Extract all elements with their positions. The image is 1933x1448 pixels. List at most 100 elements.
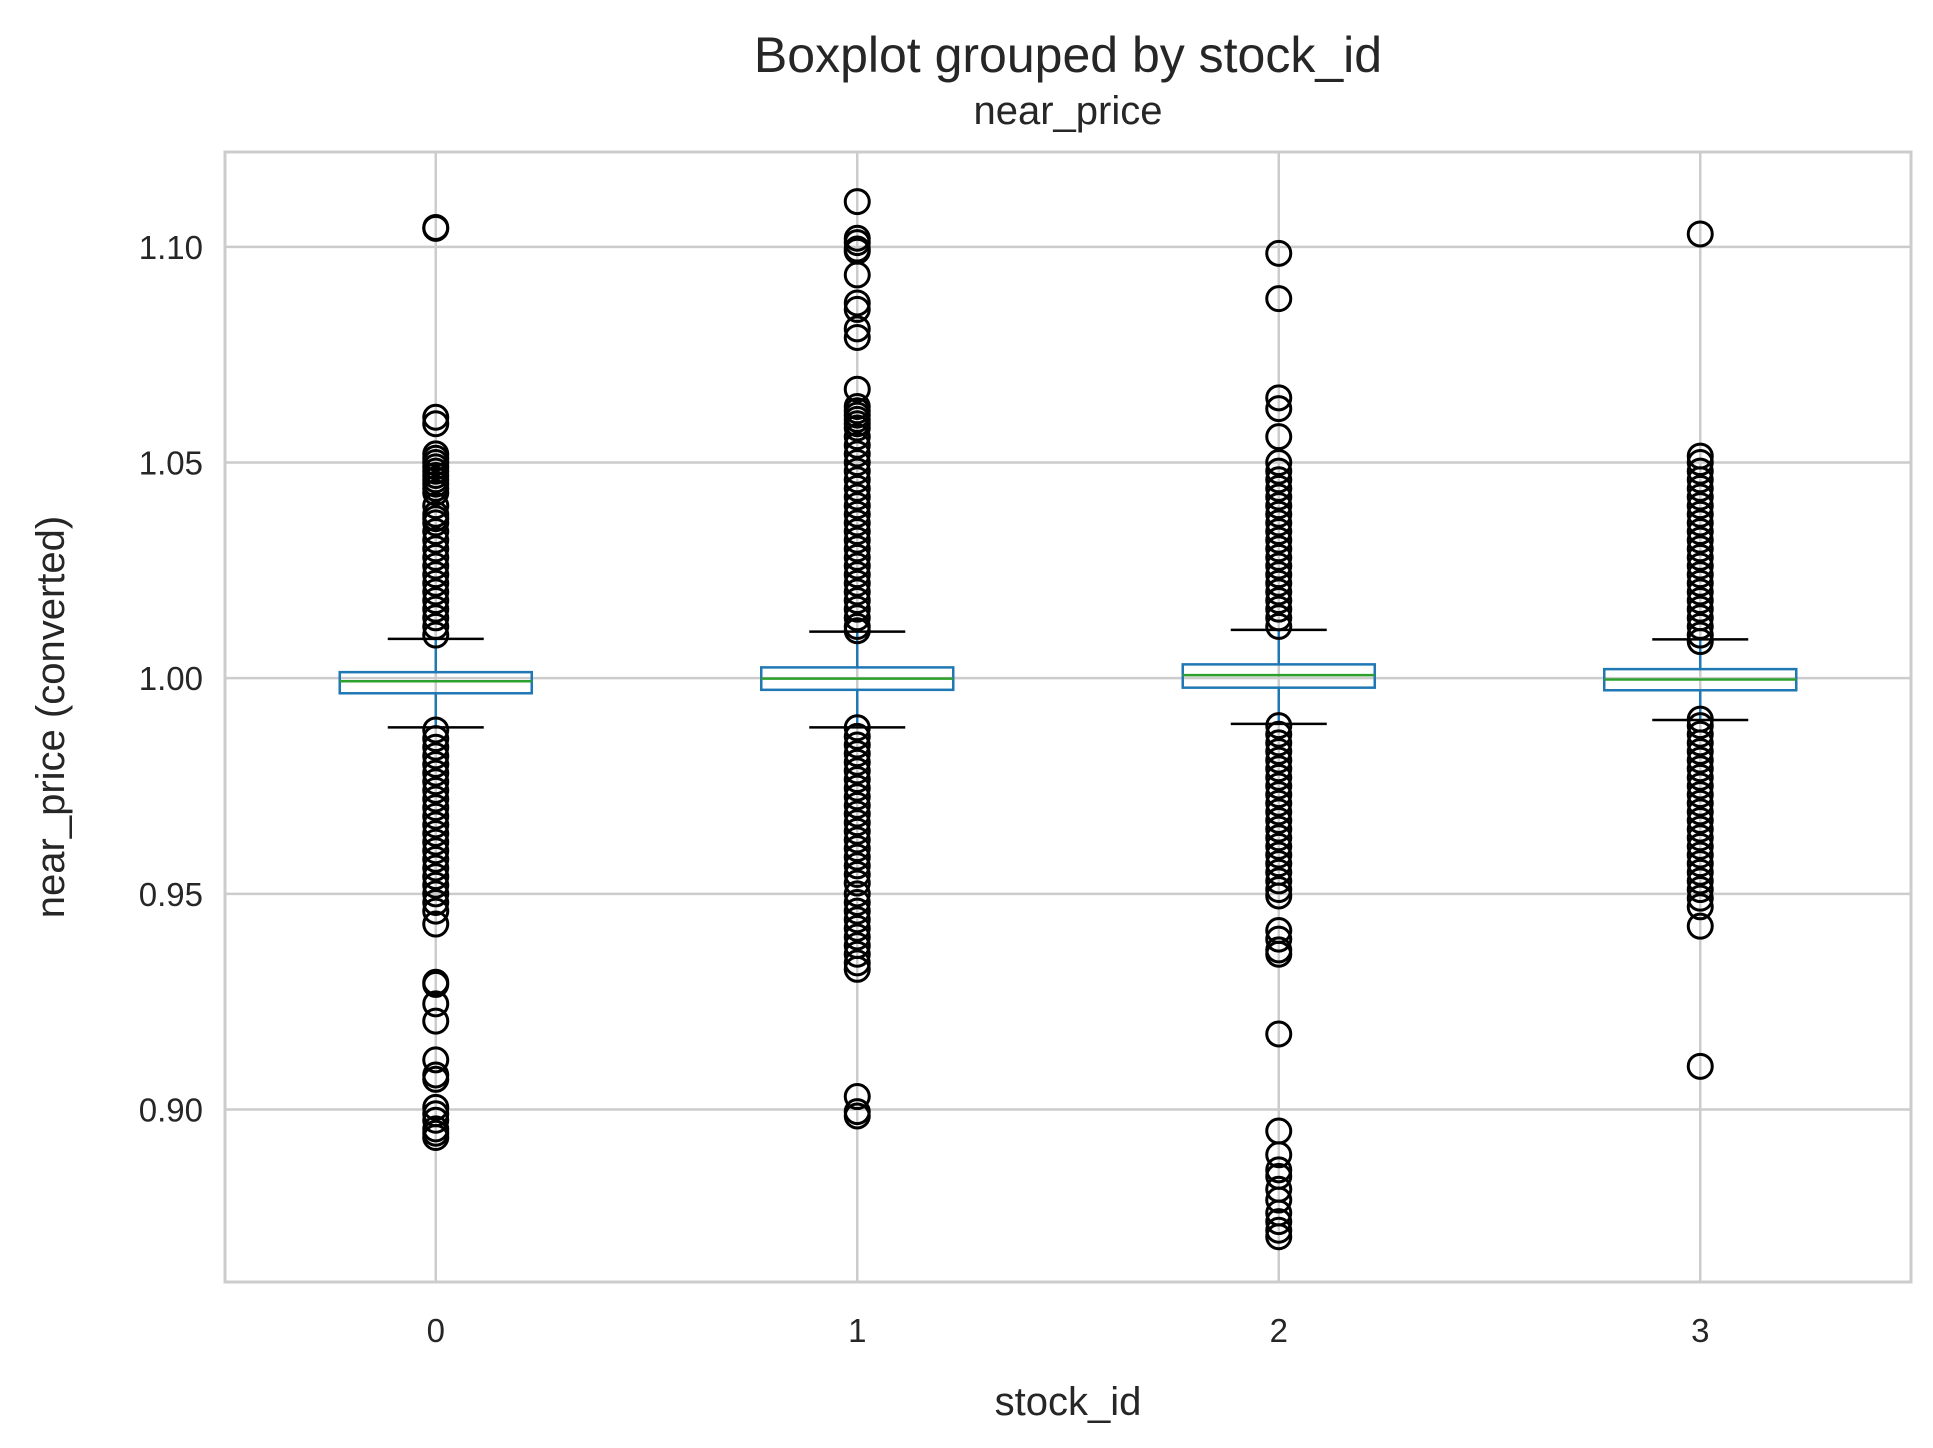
outlier-point [843,440,871,468]
y-tick-label: 0.90 [139,1091,203,1128]
outlier-point [1686,832,1714,860]
outlier-point [843,835,871,863]
outlier-point [843,543,871,571]
outlier-point [422,509,450,537]
outlier-point [843,880,871,908]
outlier-point [1265,285,1293,313]
outlier-point [422,543,450,571]
plot-frame [223,150,1913,1284]
outlier-point [1686,535,1714,563]
outlier-point [422,403,450,431]
outlier-point [422,897,450,925]
outlier-point [1686,772,1714,800]
outlier-point [422,612,450,640]
x-axis-label: stock_id [995,1380,1142,1424]
outlier-point [843,466,871,494]
outlier-point [843,552,871,580]
outlier-point [422,604,450,632]
y-tick-label: 1.00 [139,660,203,697]
outlier-point [422,970,450,998]
outlier-point [843,414,871,442]
outlier-point [1686,798,1714,826]
outlier-point [1265,925,1293,953]
outlier-point [422,214,450,242]
outlier-point [1265,841,1293,869]
outlier-point [843,843,871,871]
outlier-point [843,714,871,742]
outlier-point [1686,815,1714,843]
outlier-point [1686,483,1714,511]
outlier-point [1265,543,1293,571]
outlier-point [1686,912,1714,940]
outlier-point [422,569,450,597]
outlier-point [843,774,871,802]
outlier-point [1686,884,1714,912]
outlier-points [422,188,1714,1251]
outlier-point [1265,1020,1293,1048]
outlier-point [843,906,871,934]
outlier-point [422,802,450,830]
outlier-point [843,1083,871,1111]
outlier-point [1686,763,1714,791]
outlier-point [1265,1141,1293,1169]
outlier-point [1265,746,1293,774]
outlier-point [1265,384,1293,412]
outlier-point [1686,474,1714,502]
outlier-point [1686,621,1714,649]
outlier-point [843,809,871,837]
outlier-point [843,229,871,257]
outlier-point [422,837,450,865]
outlier-point [843,289,871,317]
outlier-point [843,1102,871,1130]
outlier-point [843,423,871,451]
outlier-point [1265,466,1293,494]
outlier-point [1686,876,1714,904]
outlier-point [1265,882,1293,910]
outlier-point [843,315,871,343]
outlier-point [422,871,450,899]
outlier-point [1265,578,1293,606]
outlier-point [1265,587,1293,615]
y-tick-label: 1.05 [139,445,203,482]
outlier-point [422,845,450,873]
outlier-point [1265,781,1293,809]
outlier-point [422,733,450,761]
outlier-point [843,949,871,977]
outlier-point [843,722,871,750]
outlier-point [1265,876,1293,904]
outlier-point [1265,483,1293,511]
outlier-point [843,509,871,537]
outlier-point [843,748,871,776]
outlier-point [843,923,871,951]
outlier-point [1686,807,1714,835]
outlier-point [422,785,450,813]
outlier-point [1686,569,1714,597]
outlier-point [843,561,871,589]
outlier-point [843,578,871,606]
outlier-point [422,595,450,623]
outlier-point [422,561,450,589]
x-tick-label: 1 [848,1312,866,1349]
outlier-point [843,483,871,511]
outlier-point [843,617,871,645]
outlier-point [1265,729,1293,757]
outlier-point [1265,449,1293,477]
outlier-point [422,479,450,507]
outlier-point [843,783,871,811]
outlier-point [843,914,871,942]
outlier-point [1686,509,1714,537]
x-tick-labels: 0 1 2 3 [427,1312,1710,1349]
outlier-point [1686,457,1714,485]
outlier-point [422,742,450,770]
outlier-point [1265,815,1293,843]
outlier-point [1686,595,1714,623]
outlier-point [1265,1223,1293,1251]
outlier-point [1686,518,1714,546]
outlier-point [422,863,450,891]
outlier-point [1265,604,1293,632]
outlier-point [422,1106,450,1134]
outlier-point [1686,893,1714,921]
outlier-point [843,766,871,794]
outlier-point [1686,729,1714,757]
